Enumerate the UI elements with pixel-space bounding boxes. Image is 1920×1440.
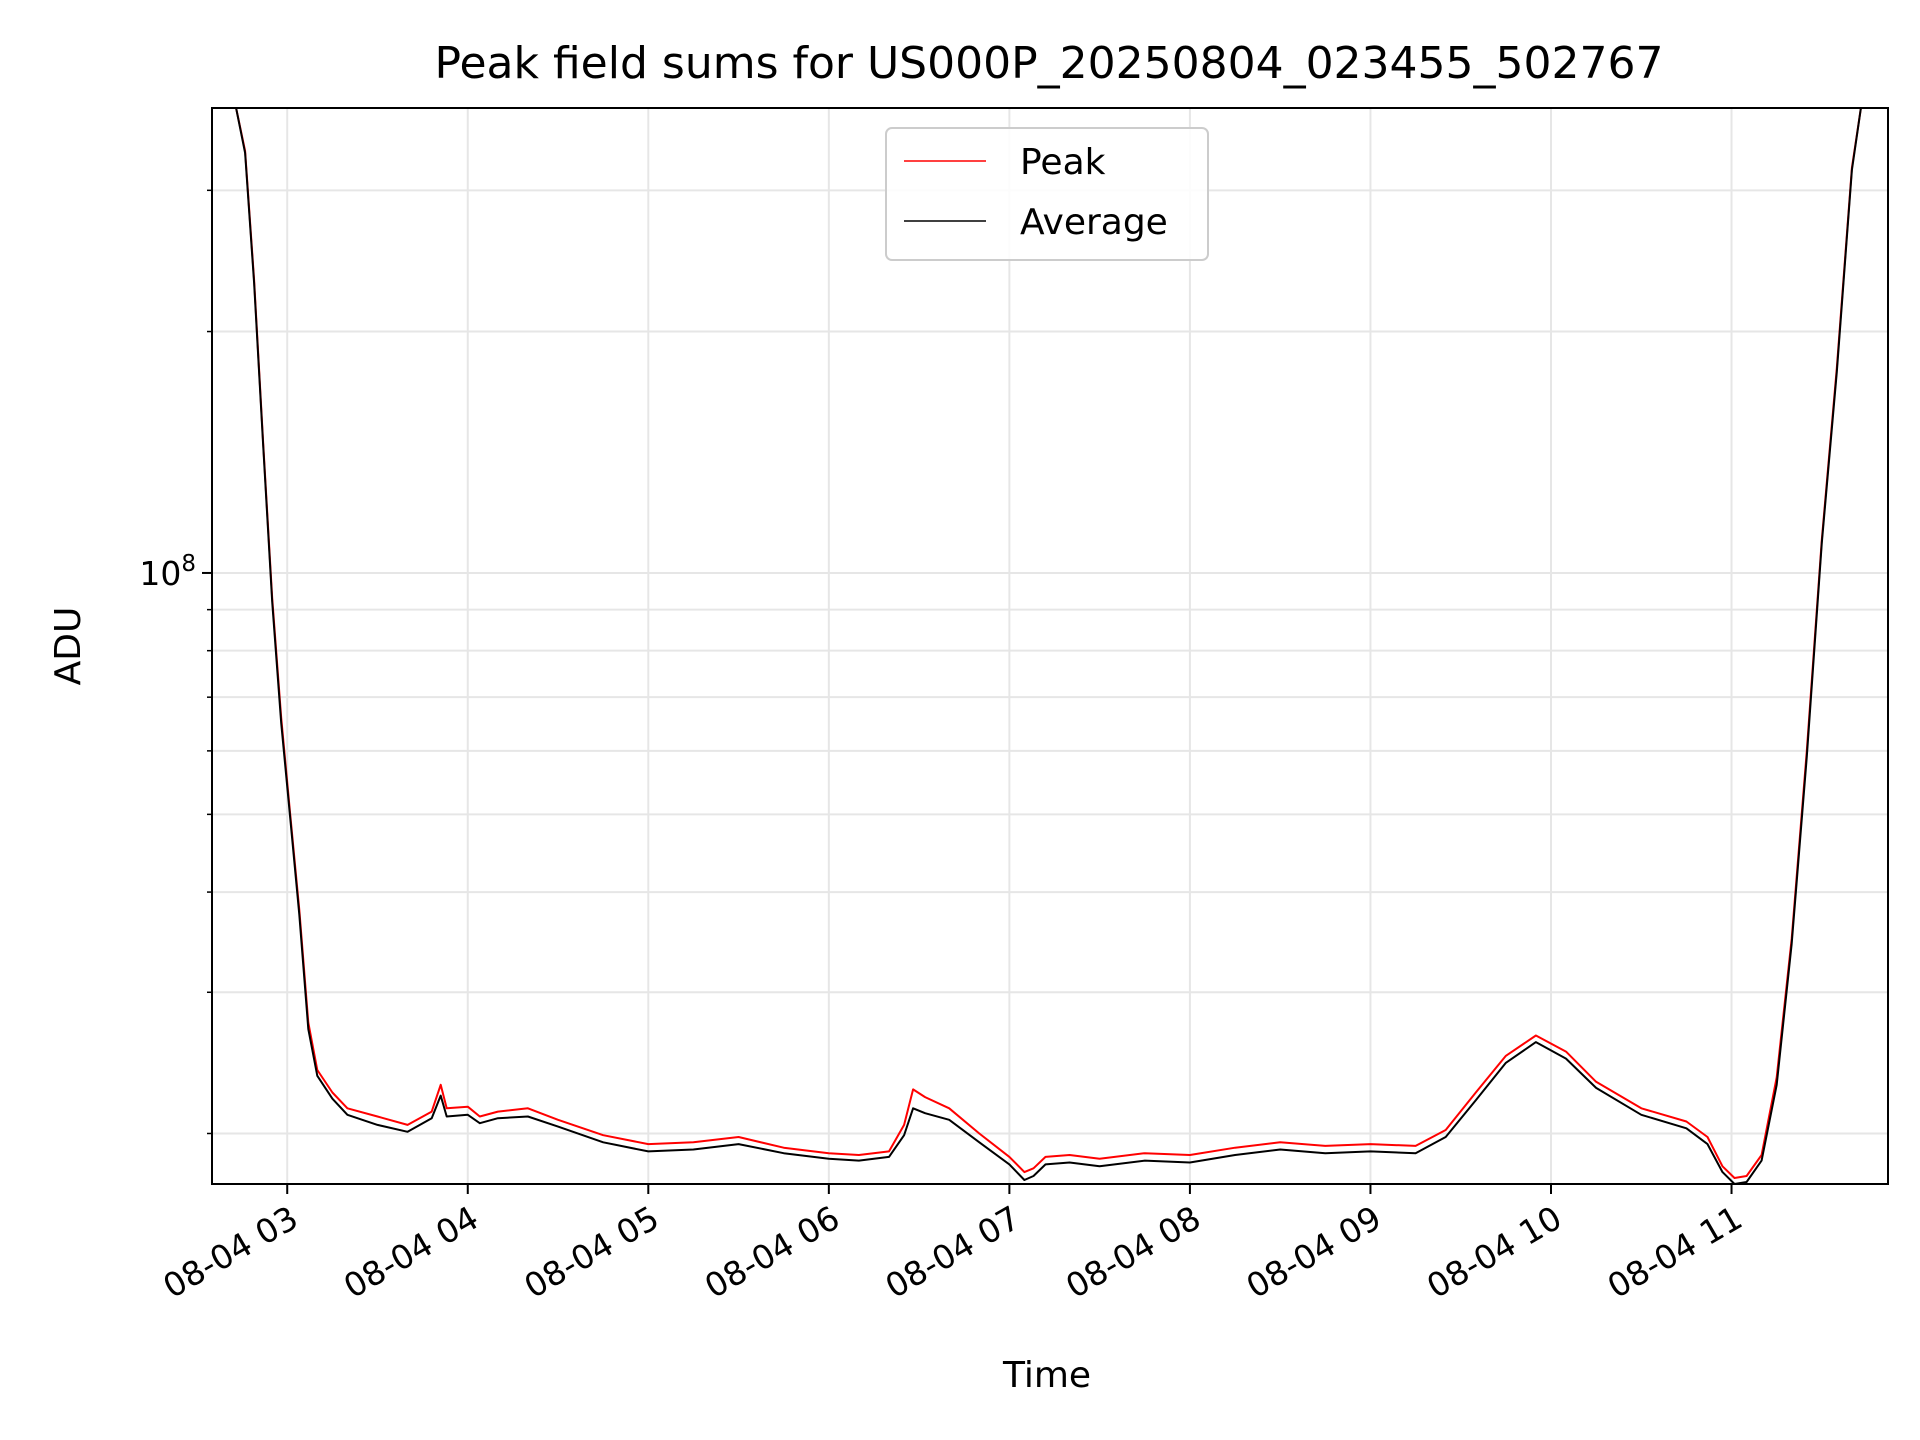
series-line-average	[235, 108, 1870, 1184]
legend-label-average: Average	[1020, 202, 1168, 243]
x-axis-label: Time	[1002, 1355, 1091, 1396]
legend-label-peak: Peak	[1020, 142, 1106, 183]
y-axis-label: ADU	[48, 607, 89, 686]
grid	[212, 108, 1888, 1184]
plot-frame	[211, 107, 1889, 1185]
y-axis-ticks: 108	[139, 189, 212, 1135]
series-line-peak	[235, 108, 1870, 1179]
y-tick-label: 108	[139, 551, 196, 593]
legend: Peak Average	[885, 127, 1209, 261]
series-layer	[235, 108, 1870, 1184]
chart-title: Peak field sums for US000P_20250804_0234…	[435, 38, 1664, 89]
